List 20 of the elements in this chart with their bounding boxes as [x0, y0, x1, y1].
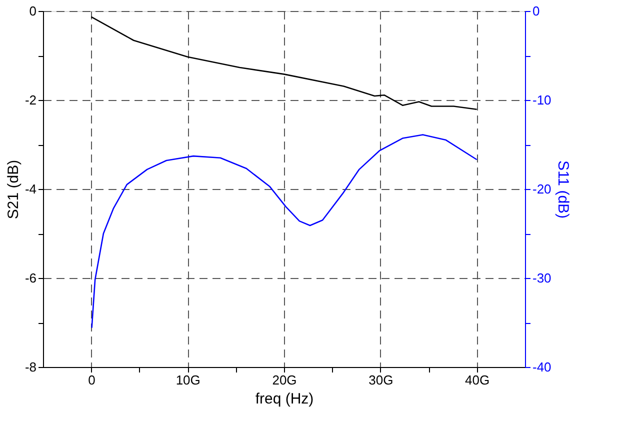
y2-axis-title: S11 (dB) [554, 160, 572, 219]
y2-tick-label: -10 [532, 92, 552, 108]
line-series [90, 16, 478, 110]
y-tick-label: -4 [24, 182, 36, 196]
x-tick-label: 10G [176, 372, 200, 388]
x-tick-label: 40G [465, 372, 490, 388]
y2-tick-label: -20 [532, 182, 552, 196]
y-tick-label: -8 [24, 360, 36, 374]
y-axis-title: S21 (dB) [4, 160, 22, 220]
x-tick-label: 20G [272, 372, 297, 388]
line-series [91, 134, 478, 328]
y2-tick-label: -30 [532, 270, 552, 286]
y-tick-label: -2 [24, 92, 36, 108]
x-tick-label: 30G [368, 372, 394, 388]
y-tick-label: -6 [24, 270, 36, 286]
y2-tick-label: 0 [532, 4, 540, 18]
y2-tick-label: -40 [532, 360, 552, 374]
x-axis-title: freq (Hz) [255, 390, 314, 408]
y-tick-label: 0 [29, 4, 36, 18]
x-tick-label: 0 [88, 372, 96, 388]
